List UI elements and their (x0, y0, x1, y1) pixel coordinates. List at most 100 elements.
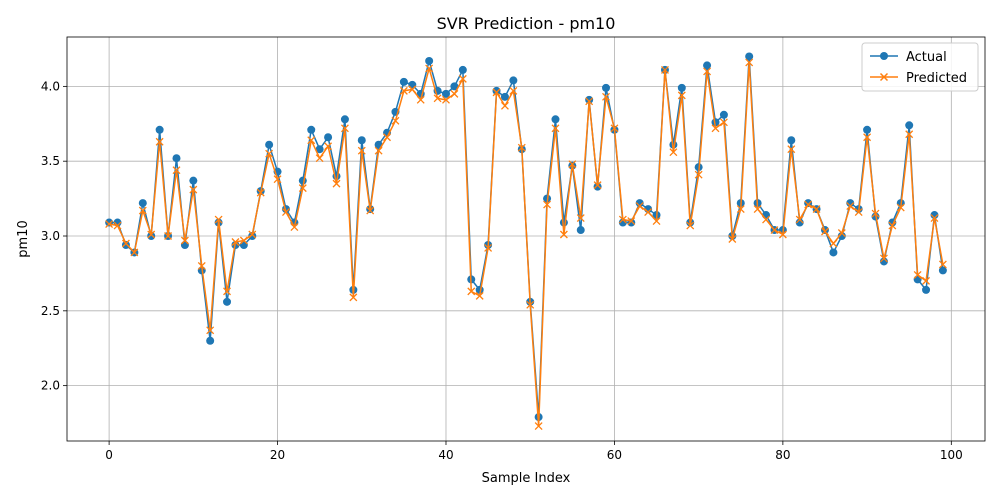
data-point-predicted (197, 261, 206, 270)
data-point-predicted (332, 179, 341, 188)
data-point-predicted (593, 181, 602, 190)
series-layer (105, 52, 947, 430)
data-point-predicted (669, 148, 678, 157)
data-point-predicted (736, 205, 745, 214)
data-point-actual (138, 199, 147, 208)
data-point-actual (223, 297, 232, 306)
data-point-actual (745, 52, 754, 61)
data-point-actual (315, 145, 324, 154)
data-point-predicted (475, 291, 484, 300)
data-point-actual (458, 65, 467, 74)
data-point-actual (837, 232, 846, 241)
data-point-predicted (804, 200, 813, 209)
data-point-actual (492, 86, 501, 95)
data-point-predicted (155, 137, 164, 146)
data-point-actual (635, 199, 644, 208)
data-point-predicted (677, 91, 686, 100)
data-point-actual (340, 115, 349, 124)
data-point-predicted (888, 221, 897, 230)
data-point-predicted (576, 214, 585, 223)
data-point-predicted (854, 208, 863, 217)
data-point-predicted (121, 239, 130, 248)
data-point-actual (576, 226, 585, 235)
legend: Actual Predicted (861, 42, 979, 92)
x-axis-ticks: 0 20 40 60 80 100 (105, 441, 963, 462)
data-point-predicted (256, 188, 265, 197)
data-point-actual (863, 125, 872, 134)
data-point-predicted (821, 227, 829, 236)
data-point-predicted (745, 58, 754, 67)
data-point-predicted (753, 205, 762, 214)
data-point-predicted (719, 118, 728, 127)
data-point-predicted (315, 154, 324, 163)
data-point-actual (719, 110, 728, 119)
data-point-actual (879, 257, 888, 266)
legend-entry-actual: Actual (870, 50, 947, 65)
data-point-predicted (879, 254, 888, 263)
data-point-predicted (829, 239, 838, 248)
data-point-actual (938, 266, 947, 275)
legend-label-actual: Actual (906, 50, 947, 65)
data-point-predicted (349, 293, 358, 302)
data-point-actual (298, 176, 307, 185)
data-point-predicted (644, 208, 653, 217)
data-point-predicted (290, 223, 299, 231)
data-point-actual (206, 336, 215, 345)
data-point-actual (677, 83, 686, 92)
data-point-predicted (930, 214, 939, 223)
data-point-actual (265, 140, 274, 149)
series-predicted (105, 58, 947, 430)
data-point-actual (846, 199, 855, 208)
data-point-predicted (458, 74, 467, 83)
data-point-actual (239, 240, 248, 249)
data-point-predicted (610, 124, 619, 133)
data-point-predicted (686, 221, 695, 230)
data-point-predicted (164, 232, 173, 240)
data-point-actual (155, 125, 164, 134)
data-point-actual (172, 154, 181, 163)
data-point-predicted (467, 287, 476, 296)
data-point-predicted (871, 209, 880, 218)
data-point-predicted (787, 145, 796, 154)
data-point-predicted (298, 184, 307, 193)
data-point-actual (787, 136, 796, 145)
series-line-predicted (108, 61, 944, 427)
data-point-actual (180, 240, 189, 249)
data-point-predicted (130, 248, 139, 257)
data-point-predicted (812, 205, 821, 214)
data-point-predicted (585, 97, 594, 106)
data-point-actual (189, 176, 198, 185)
plot-frame (66, 36, 986, 442)
legend-marker-predicted (879, 72, 889, 82)
legend-box (861, 42, 979, 92)
data-point-predicted (711, 124, 720, 133)
legend-label-predicted: Predicted (906, 71, 967, 86)
data-point-predicted (374, 146, 383, 155)
data-point-predicted (938, 260, 947, 269)
data-point-actual (500, 92, 509, 101)
data-point-predicted (399, 86, 408, 95)
data-point-predicted (905, 130, 914, 139)
data-point-predicted (517, 143, 526, 152)
data-point-actual (450, 82, 459, 91)
data-point-predicted (282, 208, 290, 217)
data-point-predicted (694, 170, 703, 179)
data-point-predicted (189, 185, 198, 194)
x-tick-label: 100 (940, 448, 963, 462)
data-point-actual (602, 83, 611, 92)
data-point-predicted (559, 230, 568, 239)
x-axis-label: Sample Index (482, 471, 571, 486)
data-point-predicted (138, 206, 147, 215)
data-point-actual (795, 218, 804, 227)
data-point-predicted (425, 64, 434, 73)
data-point-predicted (837, 229, 846, 237)
data-point-predicted (568, 160, 577, 169)
data-point-actual (585, 95, 594, 104)
data-point-predicted (500, 101, 509, 110)
data-point-actual (441, 89, 450, 98)
data-point-actual (121, 240, 130, 249)
data-point-predicted (534, 422, 543, 430)
data-point-actual (551, 115, 560, 124)
data-point-predicted (231, 238, 240, 246)
data-point-predicted (391, 116, 400, 125)
